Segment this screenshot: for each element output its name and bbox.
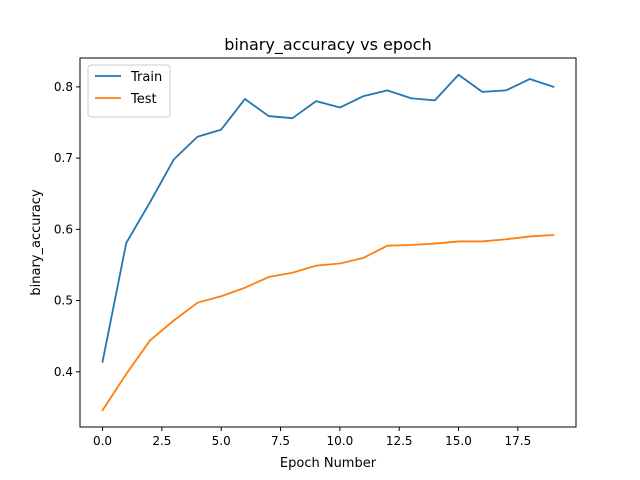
axes-frame [79,57,577,428]
x-tick-label: 15.0 [445,434,472,448]
series-line-train [101,73,555,363]
chart-title: binary_accuracy vs epoch [224,35,431,55]
x-tick-label: 12.5 [386,434,413,448]
x-tick-label: 5.0 [212,434,231,448]
y-tick-label: 0.5 [54,294,73,308]
series-line-test [101,234,555,412]
series-layer [101,73,555,412]
y-tick-label: 0.6 [54,222,73,236]
y-tick-label: 0.8 [54,80,73,94]
x-axis-label: Epoch Number [280,456,377,471]
x-tick-label: 7.5 [271,434,290,448]
legend-box [87,64,171,118]
legend-label-test: Test [130,92,157,107]
x-tick-label: 17.5 [504,434,531,448]
y-axis-label: binary_accuracy [29,189,44,296]
y-tick-label: 0.7 [54,151,73,165]
x-axis-ticks: 0.0 2.5 5.0 7.5 10.0 12.5 15.0 17.5 [93,427,531,448]
legend: Train Test [87,64,171,118]
x-tick-label: 0.0 [93,434,112,448]
x-tick-label: 2.5 [152,434,171,448]
legend-label-train: Train [130,70,162,85]
y-axis-ticks: 0.4 0.5 0.6 0.7 0.8 [54,80,80,379]
y-tick-label: 0.4 [54,365,73,379]
x-tick-label: 10.0 [327,434,354,448]
